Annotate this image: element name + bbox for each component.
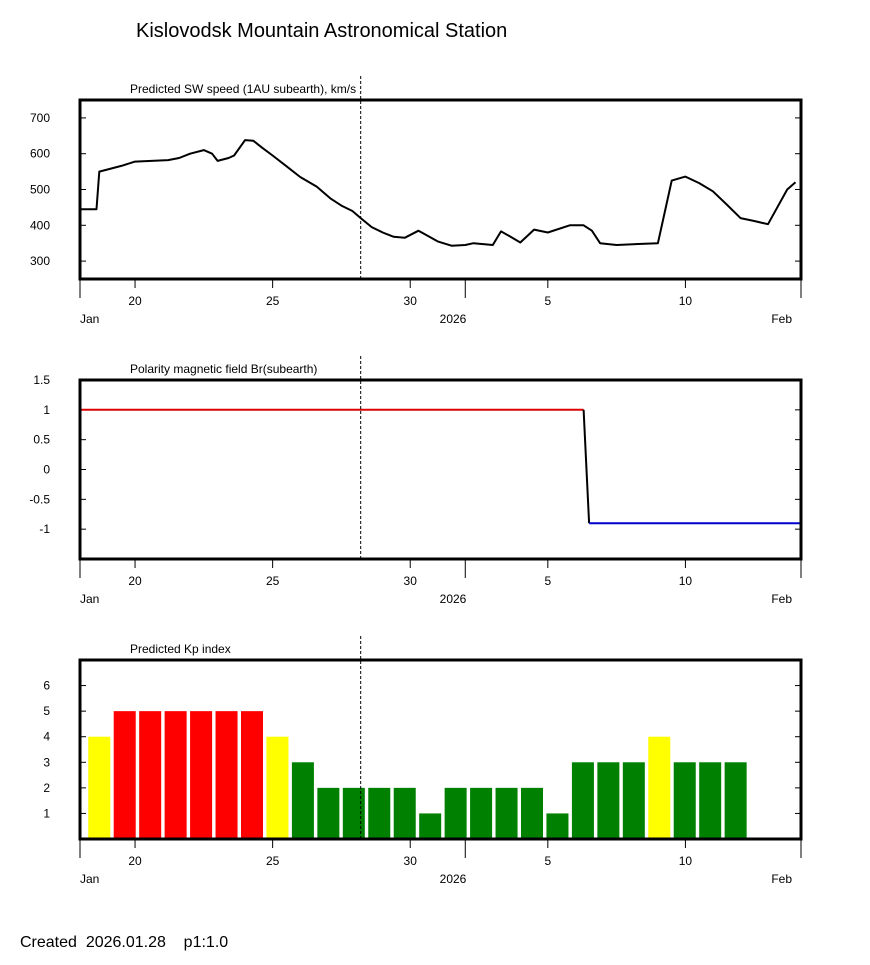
x-tick-label: 25 (266, 574, 280, 588)
plot-frame (78, 378, 803, 561)
y-tick-label: 1 (43, 806, 50, 820)
y-tick-label: 5 (43, 704, 50, 718)
x-tick-label: 20 (128, 574, 142, 588)
series-line (582, 409, 591, 524)
kp-bar (317, 787, 340, 839)
x-tick-label: 10 (679, 854, 693, 868)
kp-bar (266, 736, 289, 839)
x-tick-label: 30 (404, 294, 418, 308)
kp-bar (495, 787, 518, 839)
kp-bar (444, 787, 467, 839)
kp-bar (648, 736, 671, 839)
footer-created-label: Created (20, 934, 77, 951)
kp-bar (164, 711, 187, 839)
left-month-label: Jan (80, 592, 99, 606)
x-tick-label: 5 (544, 574, 551, 588)
y-tick-label: 6 (43, 679, 50, 693)
kp-bar (291, 762, 314, 839)
y-tick-label: 700 (30, 111, 50, 125)
kp-bar (139, 711, 162, 839)
y-tick-label: 2 (43, 781, 50, 795)
kp-bar (190, 711, 213, 839)
year-label: 2026 (440, 312, 467, 326)
kp-bar (88, 736, 111, 839)
y-tick-label: 300 (30, 254, 50, 268)
y-tick-label: -1 (39, 522, 50, 536)
chart-title: Predicted SW speed (1AU subearth), km/s (130, 82, 356, 96)
chart-panel-3: Predicted Kp index 1 2 3 4 5 6 20 25 30 5 10 Jan 2026… (43, 636, 803, 886)
right-month-label: Feb (771, 872, 792, 886)
kp-bar (470, 787, 493, 839)
x-tick-label: 20 (128, 854, 142, 868)
kp-bar (571, 762, 594, 839)
x-tick-label: 10 (679, 574, 693, 588)
left-month-label: Jan (80, 872, 99, 886)
kp-bar (597, 762, 620, 839)
y-tick-label: 0 (43, 463, 50, 477)
x-tick-label: 30 (404, 854, 418, 868)
x-tick-label: 5 (544, 854, 551, 868)
kp-bar (699, 762, 722, 839)
y-tick-label: 400 (30, 218, 50, 232)
plot-frame (78, 658, 803, 841)
y-tick-label: 0.5 (33, 433, 50, 447)
left-month-label: Jan (80, 312, 99, 326)
plot-frame (78, 98, 803, 281)
y-tick-label: 3 (43, 755, 50, 769)
y-tick-label: 1.5 (33, 373, 50, 387)
kp-bar (622, 762, 645, 839)
y-tick-label: 4 (43, 730, 50, 744)
kp-bar (215, 711, 238, 839)
chart-title: Polarity magnetic field Br(subearth) (130, 362, 317, 376)
x-tick-label: 30 (404, 574, 418, 588)
kp-bar (673, 762, 696, 839)
year-label: 2026 (440, 592, 467, 606)
chart-panel-1: Predicted SW speed (1AU subearth), km/s 3… (30, 76, 803, 326)
kp-bar (419, 813, 442, 839)
y-tick-label: 1 (43, 403, 50, 417)
kp-bar (393, 787, 416, 839)
x-tick-label: 25 (266, 294, 280, 308)
kp-bar (342, 787, 365, 839)
x-tick-label: 20 (128, 294, 142, 308)
kp-bar (240, 711, 264, 839)
series-line (80, 139, 797, 247)
kp-bar (546, 813, 569, 839)
kp-bar (724, 762, 747, 839)
y-tick-label: 500 (30, 183, 50, 197)
footer-page: p1:1.0 (183, 934, 229, 951)
right-month-label: Feb (771, 312, 792, 326)
kp-bar (113, 711, 136, 839)
kp-bar (368, 787, 391, 839)
x-tick-label: 10 (679, 294, 693, 308)
y-tick-label: -0.5 (29, 492, 50, 506)
right-month-label: Feb (771, 592, 792, 606)
footer: Created 2026.01.28 p1:1.0 (20, 934, 228, 952)
year-label: 2026 (440, 872, 467, 886)
page-title: Kislovodsk Mountain Astronomical Station (136, 20, 508, 42)
kp-bar (520, 787, 544, 839)
x-tick-label: 25 (266, 854, 280, 868)
chart-panel-2: Polarity magnetic field Br(subearth) -1 -0… (29, 356, 803, 606)
footer-date: 2026.01.28 (85, 934, 166, 951)
x-tick-label: 5 (544, 294, 551, 308)
chart-title: Predicted Kp index (130, 642, 231, 656)
y-tick-label: 600 (30, 147, 50, 161)
